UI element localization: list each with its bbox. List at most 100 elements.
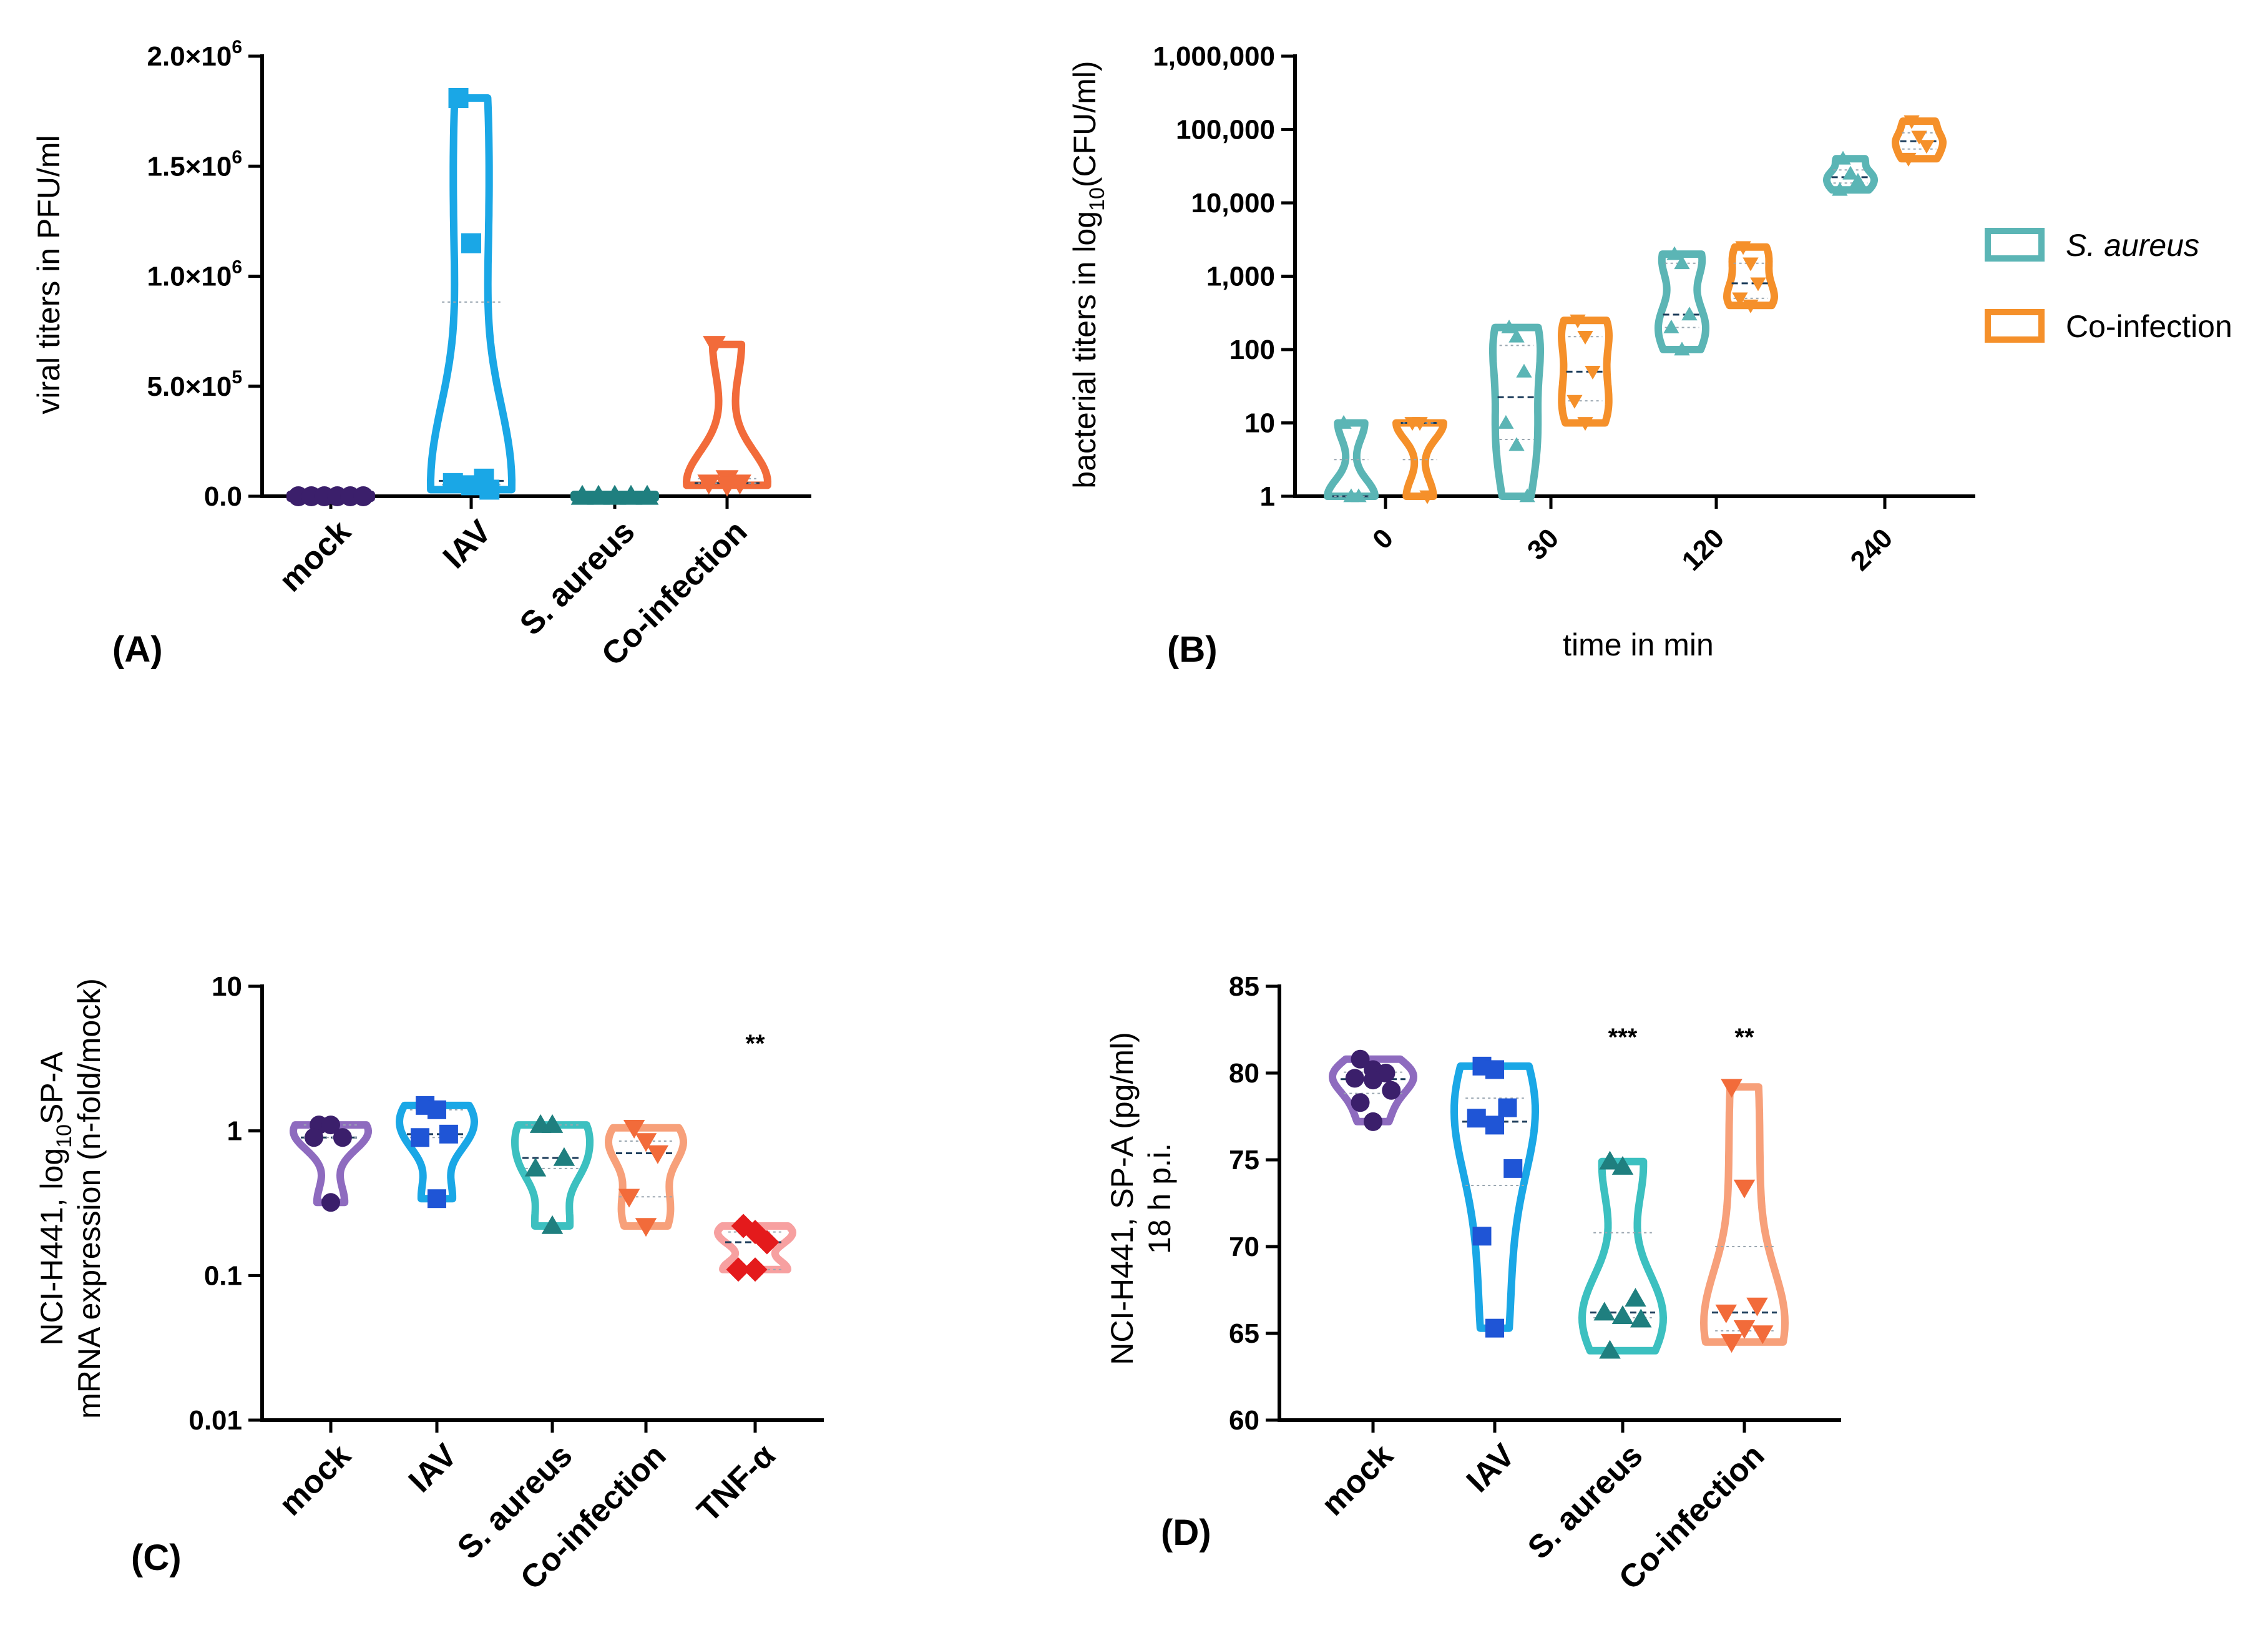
panel-b-point-co-infection-240 bbox=[1900, 152, 1917, 167]
panel-a-point-iav bbox=[461, 233, 481, 253]
panel-d-point-iav bbox=[1503, 1159, 1523, 1178]
panel-b-point-s-aureus-240 bbox=[1832, 182, 1848, 196]
panel-d-point-co-infection bbox=[1752, 1325, 1774, 1345]
panel-b-label: (B) bbox=[1167, 629, 1218, 670]
panel-b-point-s-aureus-120 bbox=[1666, 246, 1683, 260]
panel-c-y-axis-label-end: SP-A bbox=[34, 1051, 69, 1124]
panel-a-y-tick-label: 0.0 bbox=[204, 481, 242, 512]
panel-d-point-co-infection bbox=[1733, 1179, 1756, 1199]
panel-c-label: (C) bbox=[131, 1537, 182, 1578]
panel-c-point-tnf bbox=[726, 1257, 751, 1282]
panel-c-y-axis-label-subscript: 10 bbox=[52, 1124, 76, 1148]
panel-a-point-mock bbox=[353, 486, 373, 506]
panel-b-x-axis-label: time in min bbox=[1563, 627, 1714, 662]
panel-b-point-co-infection-30 bbox=[1570, 314, 1586, 328]
panel-b-y-tick-label: 1,000,000 bbox=[1153, 41, 1275, 72]
panel-b-point-co-infection-0 bbox=[1412, 417, 1428, 431]
panel-b-violin-s-aureus-120 bbox=[1655, 250, 1709, 353]
panel-d-y-tick-label: 65 bbox=[1229, 1318, 1259, 1349]
panel-c-point-tnf bbox=[743, 1257, 768, 1282]
panel-d-violin-co-infection bbox=[1700, 1083, 1789, 1346]
panel-c-violin-mock bbox=[290, 1121, 372, 1207]
panel-b-point-co-infection-120 bbox=[1743, 257, 1759, 272]
panel-b-y-axis-label-end: (CFU/ml) bbox=[1067, 61, 1102, 187]
panel-b-violin-s-aureus-240 bbox=[1823, 155, 1878, 194]
panel-b-point-s-aureus-30 bbox=[1498, 414, 1514, 429]
panel-a-violin-iav bbox=[427, 94, 516, 494]
panel-d-point-mock bbox=[1345, 1069, 1364, 1088]
panel-b-violin-s-aureus-0 bbox=[1324, 419, 1379, 500]
panel-a-y-tick-exponent: 6 bbox=[232, 257, 242, 278]
panel-c-significance-tnf: ** bbox=[745, 1030, 765, 1057]
panel-c-point-mock bbox=[305, 1128, 323, 1147]
panel-d-violin-s-aureus bbox=[1578, 1157, 1667, 1355]
panel-b-point-s-aureus-30 bbox=[1501, 319, 1517, 333]
panel-a-x-tick-label-iav: IAV bbox=[436, 513, 499, 576]
panel-b-point-s-aureus-120 bbox=[1674, 255, 1690, 270]
panel-d-point-mock bbox=[1351, 1093, 1370, 1112]
panel-a-label: (A) bbox=[112, 629, 163, 670]
panel-d-point-s-aureus bbox=[1599, 1340, 1621, 1359]
panel-d-point-s-aureus bbox=[1593, 1302, 1615, 1321]
panel-d-y-tick-label: 85 bbox=[1229, 971, 1259, 1002]
panel-c-point-mock bbox=[333, 1128, 352, 1147]
panel-b-violin-s-aureus-30 bbox=[1489, 323, 1544, 500]
panel-c-point-co-infection bbox=[635, 1133, 657, 1152]
panel-b-violin-co-infection-240 bbox=[1892, 117, 1947, 163]
panel-b-violin-co-infection-120 bbox=[1723, 243, 1778, 310]
panel-b-legend-swatch-co-infection bbox=[1985, 309, 2045, 343]
panel-c-y-axis-label-line2: mRNA expression (n-fold/mock) bbox=[72, 978, 107, 1419]
panel-a-point-s-aureus bbox=[570, 484, 594, 505]
panel-b-point-s-aureus-240 bbox=[1842, 165, 1859, 180]
panel-b-y-tick-label: 10,000 bbox=[1191, 188, 1275, 218]
panel-c-point-mock bbox=[321, 1116, 340, 1135]
panel-d-point-iav bbox=[1485, 1318, 1504, 1338]
panel-b-point-s-aureus-0 bbox=[1336, 414, 1352, 429]
panel-d-point-co-infection bbox=[1715, 1304, 1737, 1323]
panel-b-point-s-aureus-30 bbox=[1516, 363, 1532, 378]
panel-a-y-tick-label: 1.5×106 bbox=[147, 147, 243, 182]
panel-c-y-tick-label: 0.1 bbox=[204, 1260, 242, 1291]
panel-c-point-co-infection bbox=[623, 1120, 645, 1139]
panel-c-point-s-aureus bbox=[524, 1157, 547, 1177]
panel-c-y-tick-label: 0.01 bbox=[188, 1405, 242, 1436]
panel-d-point-iav bbox=[1472, 1227, 1492, 1246]
panel-b-point-s-aureus-0 bbox=[1351, 488, 1367, 503]
panel-b-point-co-infection-30 bbox=[1577, 417, 1593, 431]
panel-a-point-s-aureus bbox=[619, 484, 643, 505]
panel-c-y-tick-label: 1 bbox=[227, 1116, 242, 1147]
panel-b-point-s-aureus-240 bbox=[1850, 172, 1866, 187]
panel-d-y-tick-label: 60 bbox=[1229, 1405, 1259, 1436]
panel-d-violin-mock bbox=[1329, 1055, 1417, 1125]
panel-d-violin-iav bbox=[1450, 1062, 1539, 1332]
panel-d-point-co-infection bbox=[1721, 1079, 1743, 1098]
panel-d-point-iav bbox=[1485, 1116, 1504, 1135]
panel-d-point-iav bbox=[1485, 1060, 1504, 1079]
panel-a-point-iav bbox=[479, 479, 500, 500]
panel-a-point-iav bbox=[448, 87, 469, 108]
panel-b-point-s-aureus-30 bbox=[1508, 437, 1525, 451]
panel-c-point-iav bbox=[428, 1189, 446, 1209]
panel-c-violin-tnf bbox=[714, 1222, 796, 1273]
panel-d-point-mock bbox=[1351, 1049, 1370, 1069]
panel-d-point-mock bbox=[1364, 1112, 1382, 1131]
panel-a-point-co-infection bbox=[697, 474, 721, 495]
panel-c-violin-s-aureus bbox=[511, 1121, 594, 1230]
panel-d-y-tick-label: 75 bbox=[1229, 1145, 1259, 1175]
panel-a-point-s-aureus bbox=[635, 484, 659, 505]
panel-a-point-iav bbox=[461, 475, 481, 496]
panel-a-y-tick-exponent: 6 bbox=[232, 147, 242, 167]
panel-d-point-mock bbox=[1382, 1081, 1401, 1100]
panel-b-violin-co-infection-0 bbox=[1392, 419, 1447, 500]
panel-c-point-iav bbox=[439, 1124, 458, 1144]
panel-a-violin-co-infection bbox=[683, 340, 771, 489]
panel-d-y-axis-label-line1: NCI-H441, SP-A (pg/ml) bbox=[1105, 1032, 1140, 1365]
panel-d-point-co-infection bbox=[1733, 1320, 1756, 1339]
panel-d-y-tick-label: 80 bbox=[1229, 1058, 1259, 1089]
panel-b-point-s-aureus-120 bbox=[1663, 319, 1679, 333]
panel-b-legend-label-s-aureus: S. aureus bbox=[2066, 228, 2199, 263]
panel-d-point-s-aureus bbox=[1611, 1305, 1634, 1324]
